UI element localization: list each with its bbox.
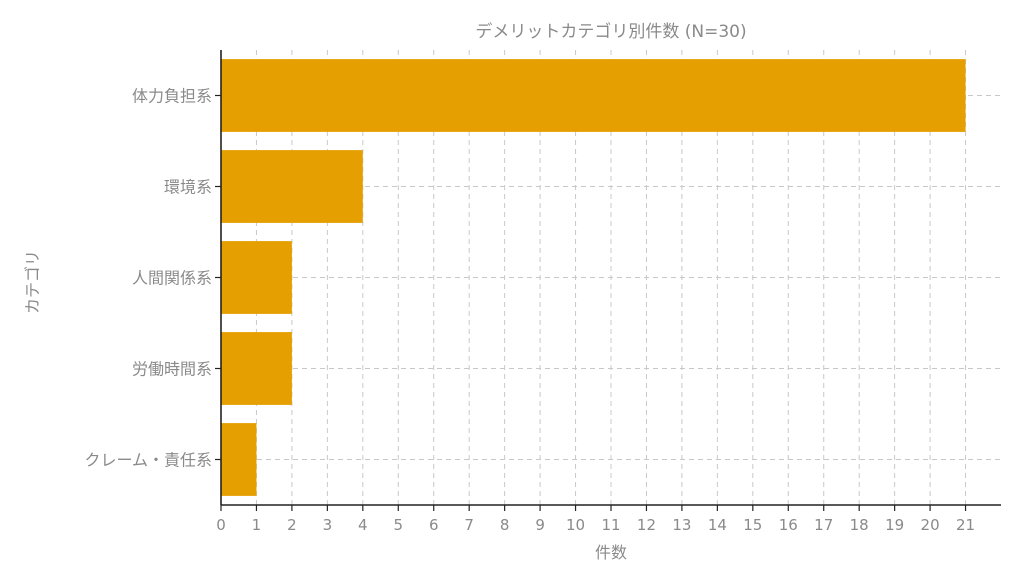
y-tick-label: 人間関係系 bbox=[132, 269, 212, 288]
x-tick-label: 0 bbox=[216, 516, 226, 534]
chart-title: デメリットカテゴリ別件数 (N=30) bbox=[475, 21, 746, 42]
x-axis-label: 件数 bbox=[595, 543, 627, 562]
x-tick-label: 18 bbox=[850, 516, 869, 534]
x-tick-label: 17 bbox=[814, 516, 833, 534]
y-tick-label: クレーム・責任系 bbox=[84, 451, 212, 470]
y-tick-label: 労働時間系 bbox=[132, 360, 212, 379]
bar bbox=[221, 59, 966, 132]
x-tick-label: 6 bbox=[429, 516, 439, 534]
x-tick-label: 1 bbox=[252, 516, 262, 534]
y-tick-label: 体力負担系 bbox=[132, 87, 212, 106]
bar bbox=[221, 332, 292, 405]
x-tick-label: 20 bbox=[921, 516, 940, 534]
x-tick-label: 16 bbox=[779, 516, 798, 534]
bar bbox=[221, 423, 257, 496]
bar bbox=[221, 150, 363, 223]
x-tick-label: 11 bbox=[601, 516, 620, 534]
bar bbox=[221, 241, 292, 314]
x-tick-label: 19 bbox=[885, 516, 904, 534]
x-tick-label: 12 bbox=[637, 516, 656, 534]
x-tick-label: 10 bbox=[566, 516, 585, 534]
y-axis-label: カテゴリ bbox=[23, 250, 42, 314]
x-tick-label: 21 bbox=[956, 516, 975, 534]
y-tick-label: 環境系 bbox=[164, 178, 212, 197]
x-ticks: 0 1 2 3 4 5 6 7 8 9 10 11 12 13 14 15 16 17 18 19 20 21 bbox=[216, 505, 975, 534]
x-tick-label: 3 bbox=[323, 516, 333, 534]
x-tick-label: 13 bbox=[672, 516, 691, 534]
x-tick-label: 9 bbox=[535, 516, 545, 534]
x-tick-label: 15 bbox=[743, 516, 762, 534]
x-tick-label: 5 bbox=[393, 516, 403, 534]
bars bbox=[221, 59, 966, 496]
x-tick-label: 7 bbox=[464, 516, 474, 534]
x-tick-label: 14 bbox=[708, 516, 727, 534]
x-tick-label: 2 bbox=[287, 516, 297, 534]
x-tick-label: 8 bbox=[500, 516, 510, 534]
x-tick-label: 4 bbox=[358, 516, 368, 534]
